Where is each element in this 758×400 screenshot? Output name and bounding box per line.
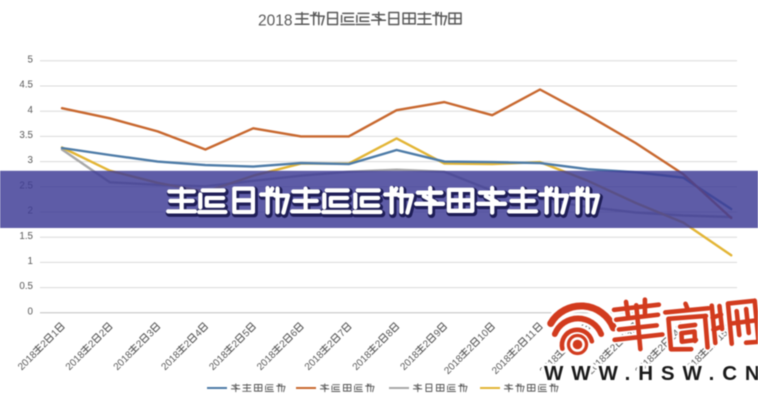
svg-text:0.5: 0.5 (19, 281, 33, 292)
svg-text:0: 0 (28, 306, 34, 317)
svg-text:4.5: 4.5 (19, 80, 33, 91)
svg-text:2018: 2018 (258, 13, 292, 30)
svg-text:WWW.HSW.CN: WWW.HSW.CN (544, 362, 758, 385)
svg-text:5: 5 (28, 54, 34, 65)
svg-text:1: 1 (28, 256, 33, 267)
svg-text:3.5: 3.5 (19, 130, 33, 141)
svg-text:1.5: 1.5 (19, 231, 33, 242)
svg-text:WWW.HSW.CN: WWW.HSW.CN (544, 362, 758, 385)
svg-text:3: 3 (28, 155, 34, 166)
svg-text:4: 4 (28, 105, 34, 116)
